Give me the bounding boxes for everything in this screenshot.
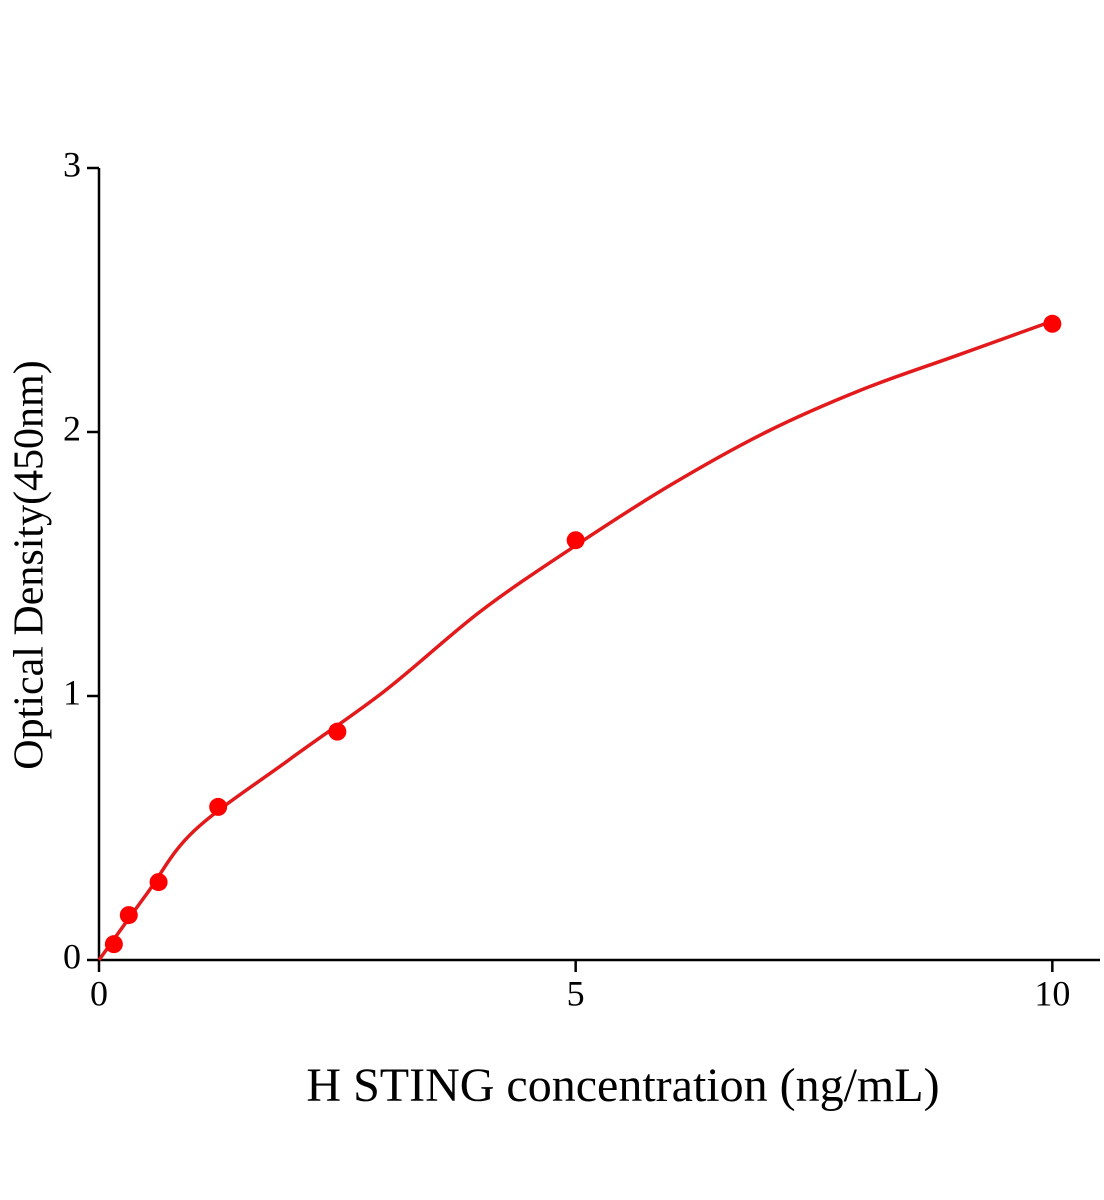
fit-curve <box>97 319 1053 962</box>
data-point <box>104 935 123 954</box>
y-tick-label: 0 <box>63 936 81 976</box>
data-point <box>566 531 585 550</box>
y-tick-label: 1 <box>63 672 81 712</box>
x-axis-label: H STING concentration (ng/mL) <box>306 1059 939 1112</box>
data-point <box>149 873 168 892</box>
x-tick-label: 10 <box>1034 973 1070 1013</box>
data-point <box>209 797 228 816</box>
y-tick-label: 2 <box>63 408 81 448</box>
x-tick-label: 5 <box>567 973 585 1013</box>
y-axis-label: Optical Density(450nm) <box>7 360 53 769</box>
data-point <box>119 906 138 925</box>
y-tick-label: 3 <box>63 144 81 184</box>
data-point <box>1043 314 1062 333</box>
x-tick-label: 0 <box>90 973 108 1013</box>
data-point <box>328 722 347 741</box>
